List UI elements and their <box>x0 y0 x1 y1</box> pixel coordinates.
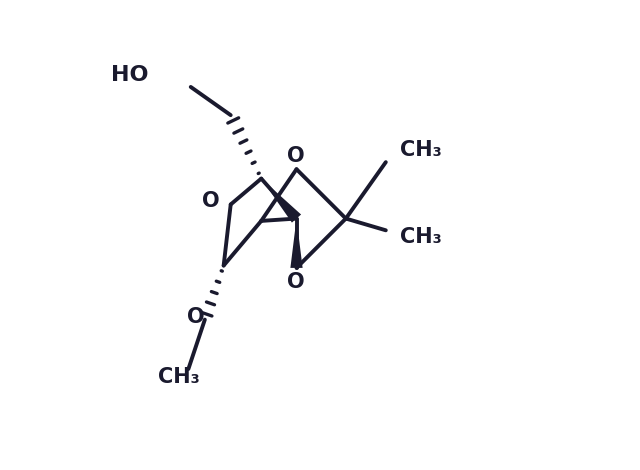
Text: O: O <box>187 307 204 327</box>
Text: CH₃: CH₃ <box>400 227 442 247</box>
Text: HO: HO <box>111 65 148 85</box>
Polygon shape <box>261 179 301 223</box>
Text: O: O <box>287 146 305 166</box>
Text: O: O <box>287 272 305 292</box>
Text: CH₃: CH₃ <box>400 141 442 160</box>
Text: O: O <box>202 191 220 211</box>
Text: CH₃: CH₃ <box>158 367 200 387</box>
Polygon shape <box>291 219 303 268</box>
